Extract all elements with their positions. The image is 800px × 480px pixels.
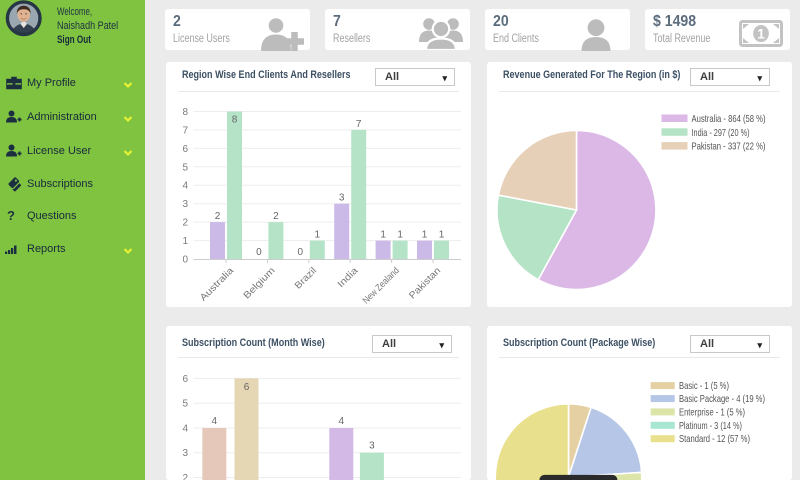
svg-text:1: 1 — [422, 230, 428, 241]
svg-text:3: 3 — [369, 441, 375, 452]
svg-text:Enterprise - 1 (5 %): Enterprise - 1 (5 %) — [679, 406, 745, 418]
svg-text:New Zealand: New Zealand — [361, 265, 402, 306]
svg-text:6: 6 — [244, 382, 250, 393]
svg-text:Australia - 864 (58 %): Australia - 864 (58 %) — [692, 113, 766, 125]
svg-text:Belgium: Belgium — [241, 265, 277, 301]
svg-text:2: 2 — [182, 473, 188, 480]
svg-text:6: 6 — [182, 144, 188, 155]
svg-text:1: 1 — [380, 230, 386, 241]
svg-text:Standard - 12 (57 %): Standard - 12 (57 %) — [679, 433, 750, 445]
svg-text:7: 7 — [356, 119, 362, 130]
svg-text:Basic Package - 4 (19 %): Basic Package - 4 (19 %) — [679, 393, 765, 405]
svg-text:0: 0 — [298, 247, 304, 258]
svg-text:1: 1 — [757, 26, 765, 41]
svg-text:1: 1 — [397, 230, 403, 241]
svg-text:Platinum - 3 (14 %): Platinum - 3 (14 %) — [679, 420, 742, 432]
svg-text:7: 7 — [182, 125, 188, 136]
svg-text:8: 8 — [182, 107, 188, 118]
svg-text:3: 3 — [182, 199, 188, 210]
svg-text:Brazil: Brazil — [293, 265, 319, 291]
svg-text:4: 4 — [182, 181, 188, 192]
svg-text:2: 2 — [273, 211, 279, 222]
svg-text:6: 6 — [182, 374, 188, 385]
svg-text:4: 4 — [182, 424, 188, 435]
svg-text:5: 5 — [182, 399, 188, 410]
svg-text:India - 297 (20 %): India - 297 (20 %) — [692, 127, 750, 139]
svg-text:3: 3 — [182, 448, 188, 459]
svg-text:2: 2 — [215, 211, 221, 222]
svg-text:4: 4 — [212, 416, 218, 427]
svg-text:1: 1 — [182, 236, 188, 247]
svg-text:0: 0 — [256, 247, 262, 258]
svg-text:India: India — [336, 265, 361, 290]
svg-text:5: 5 — [182, 162, 188, 173]
svg-text:Pakistan - 337 (22 %): Pakistan - 337 (22 %) — [692, 141, 766, 153]
svg-text:Basic - 1 (5 %): Basic - 1 (5 %) — [679, 380, 729, 392]
svg-text:0: 0 — [182, 255, 188, 266]
svg-text:2: 2 — [182, 218, 188, 229]
svg-text:1: 1 — [439, 230, 445, 241]
svg-text:Pakistan: Pakistan — [407, 265, 443, 301]
svg-text:3: 3 — [339, 193, 345, 204]
svg-text:1: 1 — [315, 230, 321, 241]
svg-text:4: 4 — [339, 416, 345, 427]
svg-text:8: 8 — [232, 115, 238, 126]
svg-text:Australia: Australia — [198, 265, 237, 304]
